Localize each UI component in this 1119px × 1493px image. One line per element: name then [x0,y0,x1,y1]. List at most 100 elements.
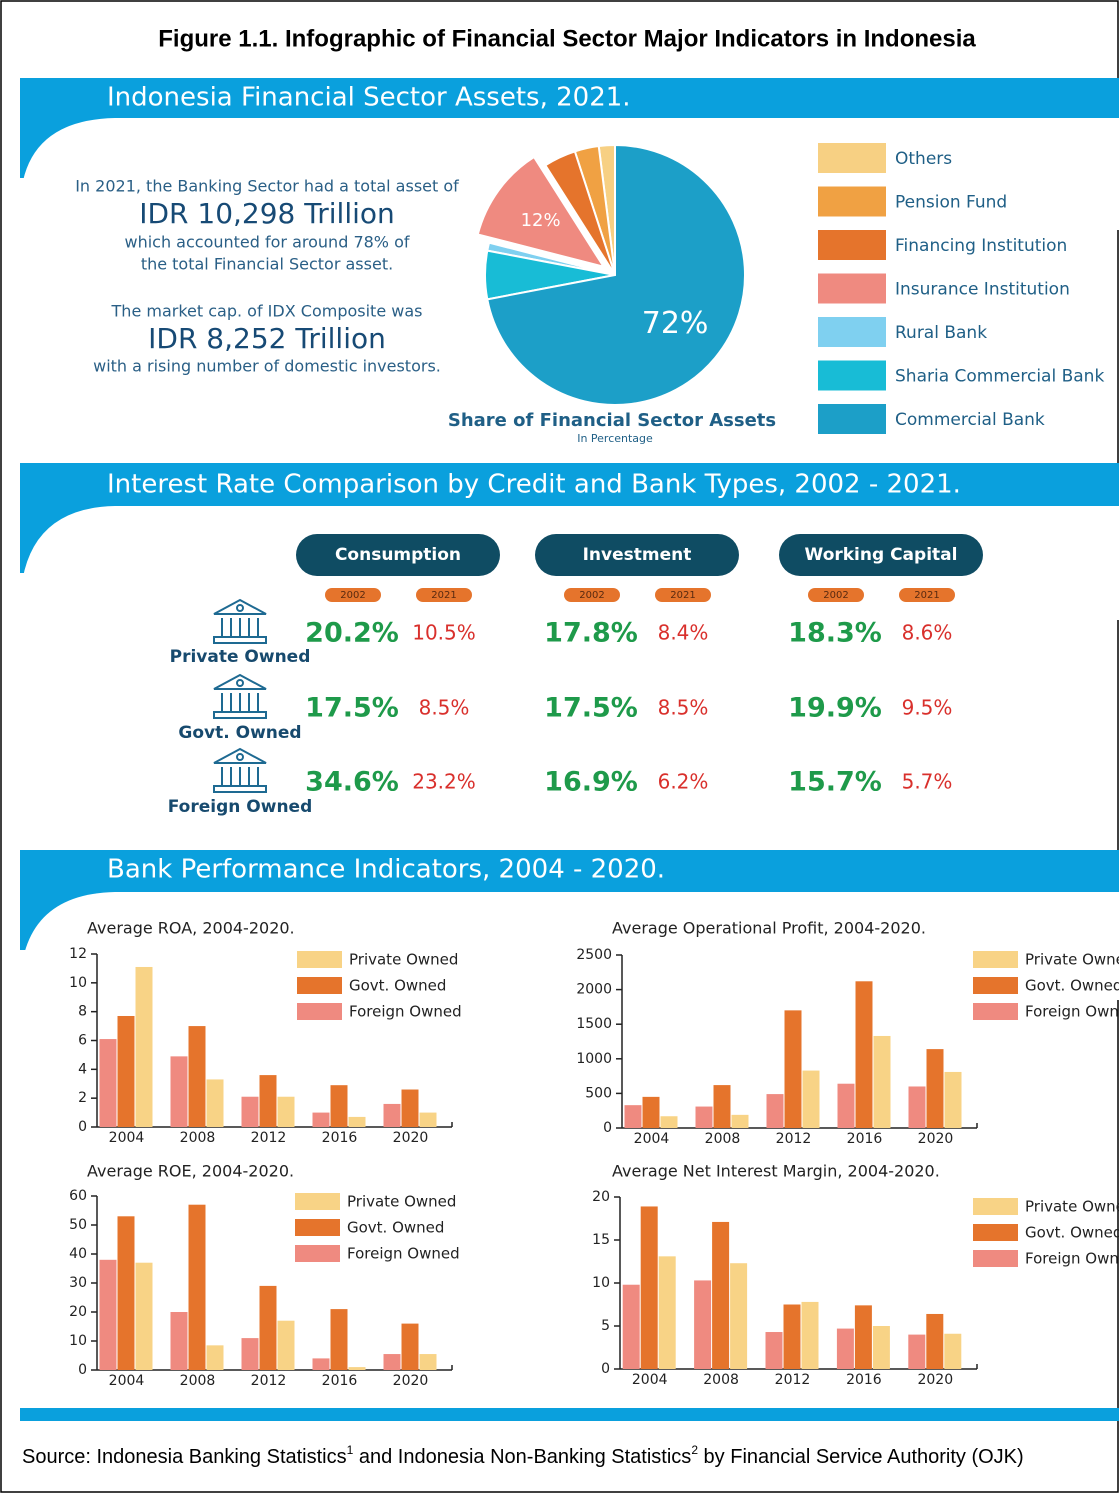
x-tick-label: 2008 [180,1130,216,1146]
bar [783,1304,801,1369]
y-tick-label: 30 [69,1275,87,1291]
bar [694,1280,712,1369]
bar [854,1305,872,1369]
bar [99,1039,117,1127]
chart-title: Average ROE, 2004-2020. [87,1162,294,1181]
legend-label: Private Owned [1025,1198,1119,1216]
legend-label: Rural Bank [895,323,987,343]
bank-emblem [236,679,244,687]
x-tick-label: 2008 [705,1131,741,1147]
bar [170,1312,188,1370]
x-tick-label: 2004 [634,1131,670,1147]
credit-type: Investment [583,545,692,565]
chart-title: Average Operational Profit, 2004-2020. [612,919,926,938]
legend-label: Pension Fund [895,193,1007,213]
assets-line: which accounted for around 78% of [124,233,409,252]
rate-2002: 20.2% [305,618,399,649]
bank-roof [213,673,267,690]
legend-swatch [295,1193,340,1210]
x-tick-label: 2020 [393,1373,429,1389]
bar [908,1334,926,1369]
legend-label: Foreign Owned [1025,1003,1119,1021]
source-text: and Indonesia Non-Banking Statistics [353,1446,691,1468]
legend-label: Govt. Owned [347,1219,444,1237]
legend-label: Insurance Institution [895,280,1070,300]
legend-label: Private Owned [349,951,458,969]
bar [401,1323,419,1370]
assets-highlight: IDR 8,252 Trillion [148,322,386,355]
y-tick-label: 10 [69,975,87,991]
chart-title: Average Net Interest Margin, 2004-2020. [612,1162,940,1181]
x-tick-label: 2004 [632,1372,668,1388]
rate-2021: 8.5% [419,696,470,720]
source-sup: 2 [691,1443,698,1457]
y-tick-label: 1000 [576,1051,612,1067]
assets-line: the total Financial Sector asset. [141,255,393,274]
y-tick-label: 0 [601,1361,610,1377]
y-tick-label: 20 [69,1304,87,1320]
figure-title: Figure 1.1. Infographic of Financial Sec… [158,25,976,52]
year-pill [325,588,381,602]
legend-swatch [295,1245,340,1262]
x-tick-label: 2012 [776,1131,812,1147]
year-label: 2002 [823,590,848,601]
y-tick-label: 12 [69,946,87,962]
x-tick-label: 2008 [180,1373,216,1389]
legend-swatch [818,230,886,260]
bar [419,1112,437,1127]
band-curve [20,892,1119,1000]
bank-type: Foreign Owned [168,797,313,817]
legend-swatch [818,273,886,304]
bar [926,1313,944,1369]
year-label: 2002 [340,590,365,601]
bar [206,1345,224,1370]
year-pill [655,588,711,602]
pie-value-label: 12% [521,210,561,231]
y-tick-label: 20 [592,1189,610,1205]
bar [837,1083,855,1128]
bar [277,1096,295,1127]
credit-type: Working Capital [805,545,958,565]
year-label: 2021 [914,590,939,601]
x-tick-label: 2016 [322,1130,358,1146]
bar [695,1106,713,1128]
bar [712,1221,730,1369]
year-pill [416,588,472,602]
rate-2002: 17.5% [544,693,638,724]
source: Source: Indonesia Banking Statistics1 an… [22,1443,1024,1468]
rate-2021: 6.2% [658,770,709,794]
y-tick-label: 0 [78,1362,87,1378]
y-tick-label: 40 [69,1246,87,1262]
legend-label: Foreign Owned [1025,1250,1119,1268]
bar [135,966,153,1127]
bar [765,1332,783,1369]
bar [401,1089,419,1127]
bar [731,1114,749,1128]
y-tick-label: 10 [69,1333,87,1349]
credit-pill [296,534,500,576]
y-tick-label: 60 [69,1188,87,1204]
legend-swatch [818,404,886,434]
bank-roof [213,747,267,764]
legend-label: Commercial Bank [895,410,1045,430]
x-tick-label: 2020 [917,1372,953,1388]
bar [241,1096,259,1127]
legend-swatch [297,951,342,968]
bar [836,1328,854,1369]
chart-title: Average ROA, 2004-2020. [87,919,295,938]
y-tick-label: 0 [603,1120,612,1136]
pie-slice [476,155,606,269]
bar [622,1284,640,1369]
source-text: by Financial Service Authority (OJK) [698,1446,1024,1468]
legend-swatch [295,1219,340,1236]
bank-icon [213,747,267,793]
y-tick-label: 15 [592,1232,610,1248]
bar [944,1071,962,1128]
legend-label: Financing Institution [895,236,1067,256]
bank-icon [213,673,267,719]
bar [330,1309,348,1370]
bar [642,1096,660,1128]
bar [259,1075,277,1127]
legend-label: Private Owned [1025,951,1119,969]
